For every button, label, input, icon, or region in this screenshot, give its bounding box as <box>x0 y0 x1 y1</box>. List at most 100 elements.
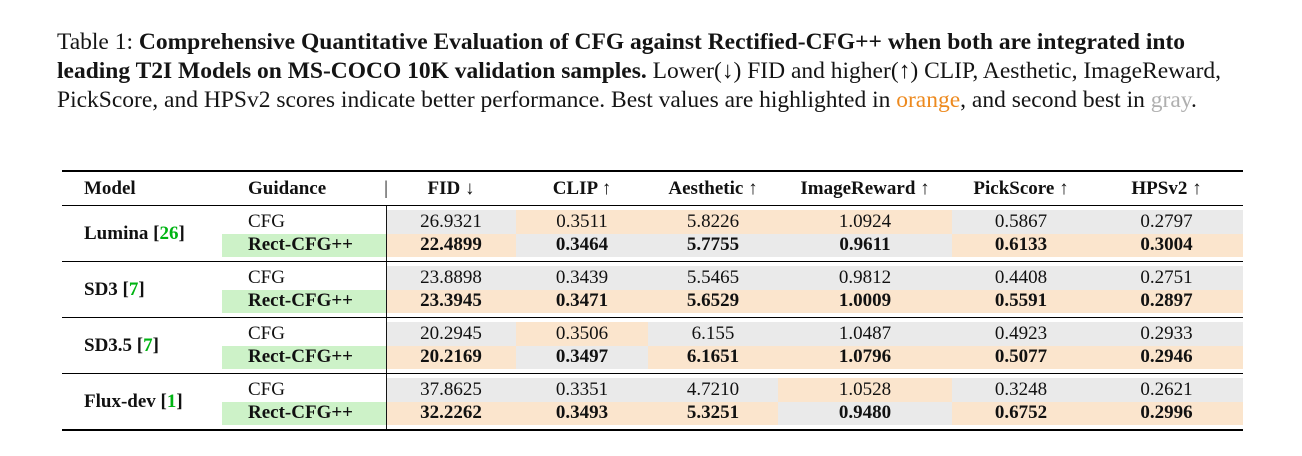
column-divider-line <box>386 262 388 317</box>
model-name-sd3: SD3 [7] <box>62 266 222 313</box>
caption-body-text: Lower(↓) FID and higher(↑) CLIP, Aesthet… <box>57 58 1222 113</box>
caption-label: Table 1: <box>57 29 139 55</box>
cell-pickscore: 0.4923 <box>952 322 1090 346</box>
cell-clip: 0.3511 <box>516 210 648 234</box>
column-divider-line <box>386 206 388 261</box>
caption-orange-word: orange <box>896 87 961 113</box>
cell-hpsv2: 0.2933 <box>1090 322 1243 346</box>
guidance-label-cfg: CFG <box>248 266 285 288</box>
header-imagereward: ImageReward ↑ <box>800 177 930 199</box>
cell-hpsv2: 0.2621 <box>1090 378 1243 402</box>
cite-bracket-close: ] <box>138 278 145 300</box>
cell-imagereward: 0.9812 <box>778 266 952 290</box>
cite-bracket-close: ] <box>152 334 159 356</box>
model-label: SD3 <box>84 278 118 300</box>
results-table: Model Guidance FID ↓ CLIP ↑ Aesthetic ↑ … <box>62 170 1243 431</box>
cell-clip: 0.3493 <box>516 401 648 425</box>
cell-aesthetic: 5.8226 <box>648 210 778 234</box>
citation-number: 7 <box>128 278 139 300</box>
header-model: Model <box>84 177 136 199</box>
citation-number: 1 <box>166 390 177 412</box>
model-name-flux-dev: Flux-dev [1] <box>62 378 222 425</box>
cell-fid: 26.9321 <box>386 210 516 234</box>
caption-bold-title: Comprehensive Quantitative Evaluation of… <box>57 29 1186 84</box>
guidance-label-cfg: CFG <box>248 322 285 344</box>
cite-bracket-open: [ <box>160 390 167 412</box>
header-pickscore: PickScore ↑ <box>973 177 1069 199</box>
cell-aesthetic: 4.7210 <box>648 378 778 402</box>
guidance-label-rect-cfg: Rect-CFG++ <box>222 345 386 369</box>
cite-bracket-open: [ <box>153 222 160 244</box>
table-group-lumina: Lumina [26] CFG 26.9321 0.3511 5.8226 1.… <box>62 206 1243 262</box>
cite-bracket-open: [ <box>122 278 129 300</box>
caption-gray-word: gray <box>1150 87 1191 113</box>
cell-imagereward: 1.0487 <box>778 322 952 346</box>
header-guidance: Guidance <box>248 177 327 199</box>
cell-imagereward: 0.9480 <box>778 401 952 425</box>
cell-pickscore: 0.5077 <box>952 345 1090 369</box>
model-label: Lumina <box>84 222 149 244</box>
header-clip: CLIP ↑ <box>552 177 612 199</box>
header-column-divider: | <box>384 177 388 199</box>
table-caption: Table 1: Comprehensive Quantitative Eval… <box>57 28 1247 115</box>
cell-hpsv2: 0.2797 <box>1090 210 1243 234</box>
cell-fid: 37.8625 <box>386 378 516 402</box>
cell-aesthetic: 5.3251 <box>648 401 778 425</box>
cell-pickscore: 0.3248 <box>952 378 1090 402</box>
cite-bracket-open: [ <box>136 334 144 356</box>
cell-clip: 0.3497 <box>516 345 648 369</box>
guidance-label-cfg: CFG <box>248 210 285 232</box>
cell-pickscore: 0.5591 <box>952 289 1090 313</box>
cell-imagereward: 1.0796 <box>778 345 952 369</box>
cell-fid: 23.8898 <box>386 266 516 290</box>
guidance-label-cfg: CFG <box>248 378 285 400</box>
cell-aesthetic: 6.155 <box>648 322 778 346</box>
cell-clip: 0.3439 <box>516 266 648 290</box>
guidance-label-rect-cfg: Rect-CFG++ <box>222 233 386 257</box>
table-group-sd3-5: SD3.5 [7] CFG 20.2945 0.3506 6.155 1.048… <box>62 318 1243 374</box>
cell-aesthetic: 5.7755 <box>648 233 778 257</box>
cell-imagereward: 1.0924 <box>778 210 952 234</box>
header-hpsv2: HPSv2 ↑ <box>1131 177 1202 199</box>
cite-bracket-close: ] <box>178 222 185 244</box>
cell-imagereward: 0.9611 <box>778 233 952 257</box>
column-divider-line <box>386 374 388 429</box>
cite-bracket-close: ] <box>176 390 183 412</box>
cell-pickscore: 0.5867 <box>952 210 1090 234</box>
cell-clip: 0.3506 <box>516 322 648 346</box>
cell-pickscore: 0.6752 <box>952 401 1090 425</box>
cell-fid: 20.2945 <box>386 322 516 346</box>
cell-aesthetic: 6.1651 <box>648 345 778 369</box>
citation-number: 7 <box>143 334 153 356</box>
cell-fid: 23.3945 <box>386 289 516 313</box>
header-fid: FID ↓ <box>427 177 475 199</box>
caption-mid-text: , and second best in <box>960 87 1151 113</box>
cell-hpsv2: 0.3004 <box>1090 233 1243 257</box>
cell-pickscore: 0.6133 <box>952 233 1090 257</box>
header-aesthetic: Aesthetic ↑ <box>668 177 758 199</box>
cell-hpsv2: 0.2996 <box>1090 401 1243 425</box>
cell-clip: 0.3471 <box>516 289 648 313</box>
table-group-flux-dev: Flux-dev [1] CFG 37.8625 0.3351 4.7210 1… <box>62 374 1243 429</box>
caption-end-text: . <box>1190 87 1197 113</box>
cell-hpsv2: 0.2751 <box>1090 266 1243 290</box>
guidance-label-rect-cfg: Rect-CFG++ <box>222 401 386 425</box>
cell-hpsv2: 0.2946 <box>1090 345 1243 369</box>
model-name-sd3-5: SD3.5 [7] <box>62 322 222 369</box>
cell-aesthetic: 5.5465 <box>648 266 778 290</box>
table-header-row: Model Guidance FID ↓ CLIP ↑ Aesthetic ↑ … <box>62 172 1243 206</box>
table-group-sd3: SD3 [7] CFG 23.8898 0.3439 5.5465 0.9812… <box>62 262 1243 318</box>
cell-fid: 32.2262 <box>386 401 516 425</box>
cell-aesthetic: 5.6529 <box>648 289 778 313</box>
citation-number: 26 <box>159 222 179 244</box>
cell-fid: 20.2169 <box>386 345 516 369</box>
column-divider-line <box>386 318 388 373</box>
guidance-label-rect-cfg: Rect-CFG++ <box>222 289 386 313</box>
cell-hpsv2: 0.2897 <box>1090 289 1243 313</box>
model-label: SD3.5 <box>84 334 133 356</box>
cell-fid: 22.4899 <box>386 233 516 257</box>
model-name-lumina: Lumina [26] <box>62 210 222 257</box>
cell-clip: 0.3464 <box>516 233 648 257</box>
cell-imagereward: 1.0528 <box>778 378 952 402</box>
cell-pickscore: 0.4408 <box>952 266 1090 290</box>
